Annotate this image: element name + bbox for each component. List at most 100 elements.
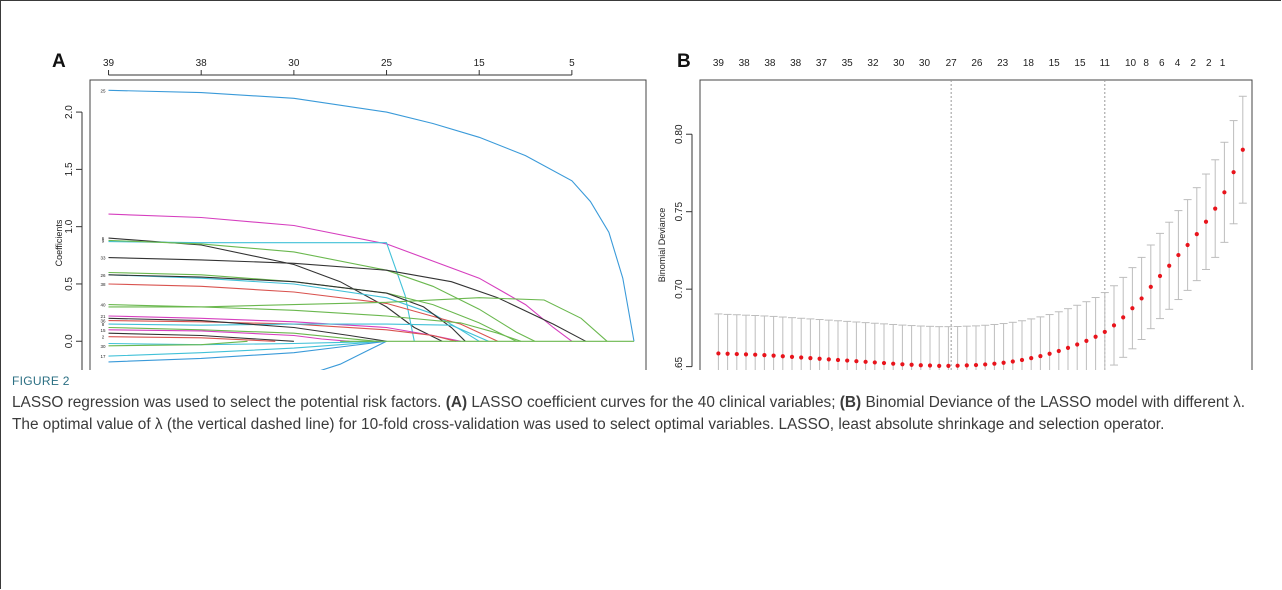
panel-b-deviance-point xyxy=(1185,242,1190,248)
panel-b-top-tick-label: 27 xyxy=(946,58,958,69)
panel-b-deviance-point xyxy=(1176,252,1181,258)
panel-b-top-tick-label: 11 xyxy=(1100,58,1111,69)
panel-b-top-tick-label: 39 xyxy=(713,58,725,69)
panel-a-coefficient-curve xyxy=(320,340,387,370)
panel-a-variable-label: 36 xyxy=(100,319,106,324)
panel-b-y-tick-label: 0.75 xyxy=(674,202,685,222)
panel-b-deviance-point xyxy=(1203,219,1209,224)
panel-a-coefficient-curve xyxy=(108,213,573,342)
panel-b-deviance-point xyxy=(854,359,859,364)
panel-b-top-tick-label: 35 xyxy=(842,58,854,69)
panel-b-deviance-point xyxy=(1102,329,1107,335)
panel-b-top-tick-label: 4 xyxy=(1175,58,1181,69)
panel-b-deviance-point xyxy=(716,351,721,356)
panel-a-variable-label: 15 xyxy=(100,328,106,333)
panel-a-y-tick-label: 1.5 xyxy=(64,162,75,176)
panel-b-deviance-point xyxy=(734,351,739,357)
panel-a-coefficient-curve xyxy=(108,241,415,342)
panel-b-deviance-point xyxy=(909,362,914,367)
panel-b-deviance-point xyxy=(753,352,758,357)
panel-a-variable-label: 8 xyxy=(102,322,105,327)
panel-a-top-tick-label: 39 xyxy=(103,58,115,69)
panel-a-variable-label: 40 xyxy=(100,303,106,308)
panel-a-coefficient-curve xyxy=(108,340,248,347)
panel-b-deviance-point xyxy=(835,357,841,363)
panel-b-deviance-point xyxy=(1194,232,1199,237)
panel-a-coefficient-curve xyxy=(108,257,587,342)
panel-b-deviance-point xyxy=(973,362,979,368)
panel-b-deviance-point xyxy=(1213,206,1218,211)
panel-a-coefficient-curve xyxy=(108,329,350,342)
panel-b-deviance-point xyxy=(799,355,804,360)
panel-b-deviance-point xyxy=(1222,190,1227,195)
panel-a-variable-label: 26 xyxy=(100,273,106,278)
panel-a-top-tick-label: 15 xyxy=(474,58,486,69)
panel-a-variable-labels: 25693326384021368152301711 xyxy=(100,88,106,359)
panel-b-y-tick-label: 0.80 xyxy=(674,124,685,144)
panel-b-deviance-point xyxy=(1139,296,1144,301)
panel-b-deviance-point xyxy=(937,363,942,368)
panel-b-top-tick-label: 2 xyxy=(1206,58,1212,69)
panel-a-coefficient-curve xyxy=(108,237,443,342)
panel-a-series xyxy=(108,89,635,370)
panel-b-error-bars xyxy=(714,95,1247,370)
panel-a-variable-label: 30 xyxy=(100,344,106,349)
panel-a-top-tick-label: 38 xyxy=(196,58,208,69)
panel-a-variable-label: 21 xyxy=(100,314,106,319)
panel-b-deviance-point xyxy=(743,352,749,357)
panel-a-top-tick-label: 5 xyxy=(569,58,575,69)
panel-b-top-tick-label: 10 xyxy=(1125,58,1137,69)
panel-a-variable-label: 17 xyxy=(100,354,106,359)
panel-b-deviance-point xyxy=(725,351,730,356)
panel-b-deviance-point xyxy=(1130,306,1135,311)
panel-b-deviance-point xyxy=(1157,273,1163,279)
panel-b-deviance-point xyxy=(845,358,850,363)
panel-b-top-tick-label: 15 xyxy=(1049,58,1061,69)
panel-a-coefficient-curve xyxy=(108,297,608,342)
panel-b-deviance-point xyxy=(1084,338,1089,344)
panel-b-deviance-point xyxy=(1231,170,1236,175)
panel-b-top-tick-label: 32 xyxy=(867,58,879,69)
panel-b-deviance-point xyxy=(900,362,905,367)
panel-b-deviance-point xyxy=(1240,147,1245,152)
panel-a-top-axis: 39 38 30 25 15 5 xyxy=(103,58,575,76)
panel-b-top-tick-label: 26 xyxy=(971,58,983,69)
panel-b-top-tick-label: 23 xyxy=(997,58,1009,69)
panel-a-coefficient-curve xyxy=(108,340,382,357)
panel-a-label: A xyxy=(52,51,66,72)
panel-a-y-tick-label: 0.5 xyxy=(64,277,75,291)
panel-a-y-tick-label: 2.0 xyxy=(64,105,75,119)
panel-a-coefficient-curve xyxy=(108,332,294,342)
panel-b-deviance-point xyxy=(992,361,997,366)
panel-b-top-tick-label: 2 xyxy=(1190,58,1196,69)
panel-a-coefficient-curve xyxy=(108,320,457,342)
panel-a-variable-label: 6 xyxy=(102,236,105,241)
panel-b-top-tick-label: 1 xyxy=(1220,58,1226,69)
panel-b-deviance-point xyxy=(762,353,767,358)
panel-b-deviance-point xyxy=(1056,348,1061,354)
panel-b-deviance-point xyxy=(817,356,822,361)
panel-a-coefficient-curve xyxy=(108,317,387,342)
panel-b-top-tick-label: 18 xyxy=(1023,58,1035,69)
panel-b-top-tick-label: 30 xyxy=(919,58,931,69)
panel-b-deviance-point xyxy=(826,357,831,362)
panel-b-deviance-point xyxy=(1029,355,1034,361)
panel-a-coefficient-curve xyxy=(108,336,276,342)
figure-label: FIGURE 2 xyxy=(12,374,70,388)
panel-b-deviance-point xyxy=(1121,315,1126,320)
panel-b-y-axis: 0.65 0.70 0.75 0.80 xyxy=(674,124,693,370)
panel-b-optimal-lambda-lines xyxy=(950,80,1106,370)
panel-b-y-tick-label: 0.65 xyxy=(674,356,685,370)
panel-b-y-label: Binomial Deviance xyxy=(657,208,667,283)
panel-b-top-tick-label: 37 xyxy=(816,58,828,69)
panel-b-deviance-point xyxy=(863,359,868,364)
panel-b-deviance-point xyxy=(918,363,923,368)
panel-b-deviance-point xyxy=(964,363,969,368)
panel-a-y-axis: -0.50.00.51.01.52.0 xyxy=(64,105,83,370)
panel-a-plot-box xyxy=(89,79,647,370)
panel-b-top-tick-label: 15 xyxy=(1074,58,1086,69)
panel-a-coefficient-curve xyxy=(108,323,489,342)
panel-b-deviance-point xyxy=(946,363,951,368)
